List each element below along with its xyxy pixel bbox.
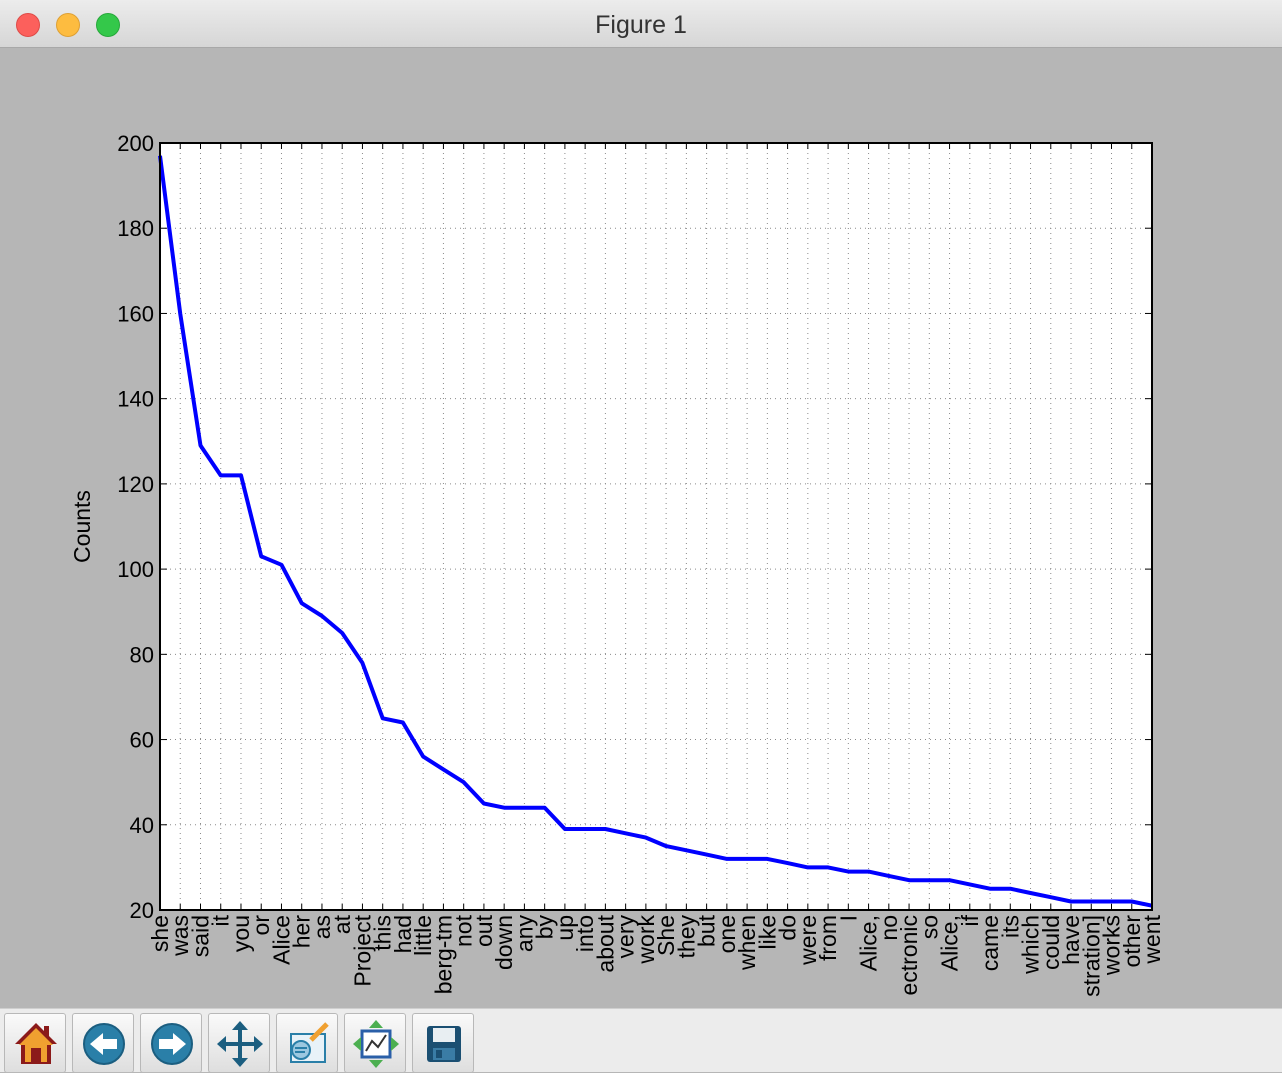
x-tick-label: as — [309, 915, 335, 939]
title-bar: Figure 1 — [0, 0, 1282, 48]
minimize-window-button[interactable] — [56, 13, 80, 37]
x-tick-label: by — [532, 915, 558, 940]
x-tick-label: do — [775, 915, 801, 941]
zoom-icon — [290, 1022, 329, 1063]
x-tick-label: but — [694, 914, 720, 947]
x-tick-label: no — [876, 915, 902, 941]
x-tick-label: they — [673, 915, 699, 959]
x-tick-label: works — [1099, 915, 1125, 976]
home-button[interactable] — [4, 1013, 66, 1073]
y-tick-label: 200 — [117, 131, 154, 156]
plot-area — [160, 143, 1152, 910]
x-tick-label: had — [390, 915, 416, 953]
x-tick-label: at — [329, 914, 355, 934]
series-line — [158, 155, 1153, 908]
x-tick-label: about — [592, 914, 618, 972]
configure-subplots-icon — [353, 1020, 399, 1068]
x-tick-label: Project — [349, 914, 375, 986]
y-tick-label: 140 — [117, 387, 154, 412]
x-tick-label: work — [633, 915, 659, 965]
x-tick-label: not — [451, 914, 477, 947]
x-tick-label: Alice, — [937, 915, 963, 971]
x-tick-label: could — [1038, 915, 1064, 970]
y-tick-label: 40 — [130, 813, 154, 838]
x-tick-label: you — [228, 915, 254, 952]
x-tick-label: like — [754, 915, 780, 950]
x-tick-label: which — [1018, 915, 1044, 975]
x-tick-label: from — [815, 915, 841, 961]
y-tick-label: 20 — [130, 898, 154, 923]
x-tick-label: one — [714, 915, 740, 953]
plot-frame — [159, 142, 1153, 911]
maximize-window-button[interactable] — [96, 13, 120, 37]
configure-subplots-button[interactable] — [344, 1013, 406, 1073]
close-window-button[interactable] — [16, 13, 40, 37]
x-tick-label: her — [289, 915, 315, 949]
y-tick-label: 180 — [117, 216, 154, 241]
x-tick-label: stration] — [1078, 915, 1104, 997]
save-button[interactable] — [412, 1013, 474, 1073]
x-tick-label: out — [471, 914, 497, 947]
pan-icon — [217, 1021, 263, 1067]
zoom-button[interactable] — [276, 1013, 338, 1073]
pan-button[interactable] — [208, 1013, 270, 1073]
x-tick-label: it — [208, 914, 234, 926]
x-tick-label: Alice, — [856, 915, 882, 971]
x-tick-label: or — [248, 915, 274, 936]
x-tick-label: were — [795, 915, 821, 966]
x-tick-label: down — [491, 915, 517, 970]
y-tick-label: 120 — [117, 472, 154, 497]
x-tick-label: up — [552, 915, 578, 941]
line-chart: 20 40 60 80 100 120 140 160 180 200 Counts shewassa… — [69, 131, 1165, 997]
forward-button[interactable] — [140, 1013, 202, 1073]
save-icon — [427, 1026, 461, 1062]
x-tick-label: ectronic — [896, 915, 922, 996]
forward-arrow-icon — [151, 1023, 193, 1065]
x-tick-label: I — [835, 915, 861, 921]
x-tick-label: this — [370, 915, 396, 951]
window-title: Figure 1 — [595, 11, 687, 39]
back-button[interactable] — [72, 1013, 134, 1073]
x-tick-label: its — [997, 915, 1023, 938]
x-tick-label: any — [511, 915, 537, 953]
x-tick-label: little — [410, 915, 436, 956]
x-tick-label: have — [1058, 915, 1084, 965]
home-icon — [15, 1023, 57, 1064]
y-tick-label: 100 — [117, 557, 154, 582]
y-tick-label: 160 — [117, 301, 154, 326]
x-tick-label: into — [572, 915, 598, 952]
x-tick-label: said — [187, 915, 213, 957]
x-tick-label: was — [167, 915, 193, 957]
x-tick-label: came — [977, 915, 1003, 971]
navigation-toolbar — [0, 1008, 1282, 1073]
x-tick-label: if — [957, 914, 983, 926]
x-tick-label: so — [916, 915, 942, 939]
x-tick-label: very — [613, 915, 639, 959]
figure-canvas[interactable]: 20 40 60 80 100 120 140 160 180 200 Counts she was sa… — [0, 48, 1282, 1008]
y-tick-label: 80 — [130, 642, 154, 667]
x-tick-label: berg-tm — [430, 915, 456, 994]
x-tick-label: She — [653, 915, 679, 956]
x-tick-label: when — [734, 915, 760, 971]
y-axis-label: Counts — [69, 490, 95, 563]
y-tick-label: 60 — [130, 728, 154, 753]
x-tick-label: she — [147, 915, 173, 952]
x-tick-label: went — [1139, 914, 1165, 964]
x-tick-label: Alice — [268, 915, 294, 965]
back-arrow-icon — [83, 1023, 125, 1065]
x-tick-label: other — [1119, 915, 1145, 968]
